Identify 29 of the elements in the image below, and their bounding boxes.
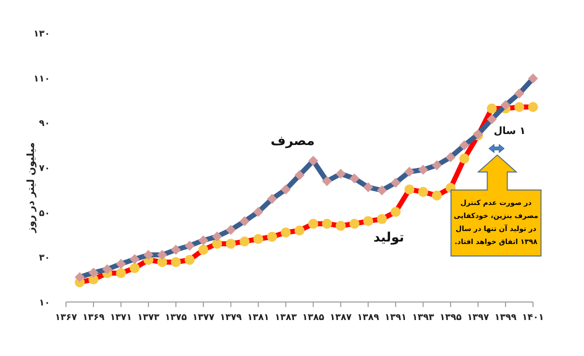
- y-tick-label: ۳۰: [39, 254, 50, 264]
- x-tick-label: ۱۳۸۳: [274, 313, 298, 323]
- x-tick-label: ۱۳۹۳: [412, 313, 435, 323]
- x-tick-label: ۱۳۶۹: [82, 313, 105, 323]
- x-tick-label: ۱۳۶۷: [55, 313, 78, 323]
- y-tick-label: ۱۰: [39, 298, 50, 308]
- y-tick-label: ۱۱۰: [34, 74, 50, 84]
- x-tick-label: ۱۳۹۷: [467, 313, 490, 323]
- y-tick-label: ۱۳۰: [34, 30, 50, 40]
- x-tick-label: ۱۳۷۵: [164, 313, 188, 323]
- series-label: مصرف: [270, 134, 315, 150]
- y-tick-label: ۹۰: [39, 119, 50, 130]
- y-tick-label: ۷۰: [39, 164, 50, 174]
- y-axis-title: میلیون لیتر در روز: [26, 142, 37, 234]
- x-tick-label: ۱۳۷۹: [220, 313, 242, 323]
- annotation: ۱ سال: [494, 126, 526, 137]
- x-tick-label: ۱۳۸۱: [247, 313, 270, 323]
- x-tick-label: ۱۳۷۳: [137, 313, 160, 323]
- x-tick-label: ۱۴۰۱: [522, 313, 544, 323]
- y-tick-label: ۵۰: [39, 208, 50, 219]
- x-tick-label: ۱۳۷۱: [110, 313, 132, 323]
- x-tick-label: ۱۳۷۷: [192, 313, 215, 323]
- x-tick-label: ۱۳۹۱: [384, 313, 407, 323]
- x-tick-label: ۱۳۸۵: [302, 313, 325, 323]
- x-tick-label: ۱۳۹۹: [494, 313, 518, 323]
- x-tick-label: ۱۳۸۹: [357, 313, 380, 323]
- series-label: تولید: [373, 230, 404, 246]
- x-tick-label: ۱۳۸۷: [330, 313, 352, 323]
- x-tick-label: ۱۳۹۵: [440, 313, 462, 323]
